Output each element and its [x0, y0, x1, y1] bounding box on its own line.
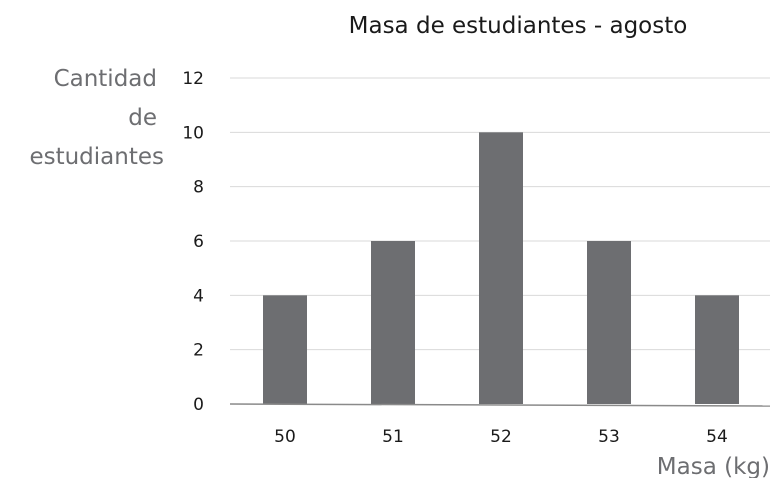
bar-52 [479, 132, 523, 405]
x-tick-label: 54 [706, 427, 728, 447]
bar-53 [587, 241, 631, 404]
bar-51 [371, 241, 415, 404]
y-axis-label-line-3: estudiantes [29, 144, 164, 170]
chart-title: Masa de estudiantes - agosto [349, 13, 688, 39]
x-tick-label: 53 [598, 427, 620, 447]
x-tick-label: 52 [490, 427, 512, 447]
bars [263, 132, 739, 405]
x-tick-label: 50 [274, 427, 296, 447]
x-axis-label: Masa (kg) [657, 454, 770, 478]
y-tick-label: 6 [193, 232, 204, 252]
y-tick-label: 2 [193, 341, 204, 361]
x-axis-ticks: 50 51 52 53 54 [274, 427, 728, 447]
x-tick-label: 51 [382, 427, 404, 447]
y-axis-ticks: 0 2 4 6 8 10 12 [182, 69, 204, 415]
y-tick-label: 10 [182, 123, 204, 143]
bar-50 [263, 295, 307, 404]
y-tick-label: 4 [193, 286, 204, 306]
y-axis-label-line-1: Cantidad [54, 66, 157, 92]
y-tick-label: 8 [193, 178, 204, 198]
y-axis-label-line-2: de [128, 105, 157, 131]
bar-54 [695, 295, 739, 404]
x-axis-line [229, 403, 770, 407]
y-tick-label: 12 [182, 69, 204, 89]
y-tick-label: 0 [193, 395, 204, 415]
